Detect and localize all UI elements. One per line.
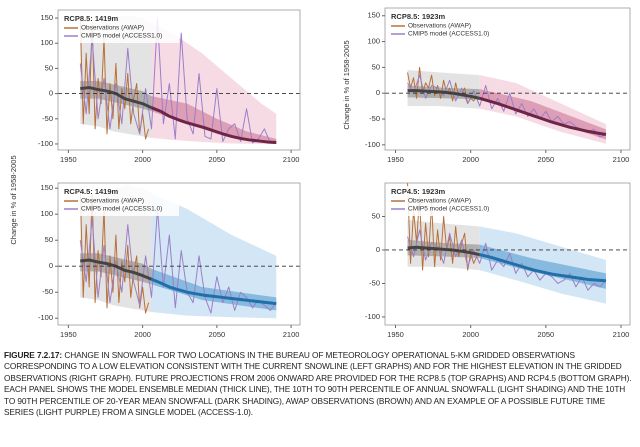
x-tick-label: 1950: [387, 330, 404, 339]
series-line: [407, 229, 607, 291]
y-tick-label: -50: [42, 287, 53, 296]
median-line: [407, 89, 481, 100]
y-axis-label: Change in % of 1958-2005: [9, 155, 18, 244]
plot-frame: [57, 9, 301, 151]
figure: -100 -50 0 50 100 150 1950 2000 2050 2100 RCP8.5: …: [9, 7, 631, 339]
x-tick-label: 2050: [537, 330, 554, 339]
x-tick-label: 2050: [209, 330, 226, 339]
x-tick-label: 2000: [134, 330, 151, 339]
plot-area: [79, 185, 277, 319]
y-tick-label: 50: [372, 211, 380, 220]
y-tick-label: -50: [369, 114, 380, 123]
legend-label: CMIP5 model (ACCESS1.0): [81, 206, 162, 213]
y-tick-label: -100: [38, 139, 53, 148]
x-tick-label: 2100: [283, 330, 300, 339]
y-tick-label: 50: [45, 63, 53, 72]
x-tick-label: 1950: [60, 330, 77, 339]
caption: FIGURE 7.2.17: CHANGE IN SNOWFALL FOR TW…: [4, 350, 636, 418]
plot-area: [407, 66, 607, 144]
median-line: [479, 96, 607, 136]
plot-frame: [384, 182, 631, 326]
plot-frame: [384, 7, 631, 151]
panel-title: RCP8.5: 1419m: [64, 14, 119, 23]
percentile-band: [80, 15, 152, 138]
series-line: [407, 66, 478, 105]
legend-label: Observations (AWAP): [408, 198, 471, 205]
x-tick-label: 2050: [537, 155, 554, 164]
series-line: [79, 208, 277, 314]
legend-box: [388, 186, 506, 216]
caption-label: FIGURE 7.2.17:: [4, 350, 63, 360]
percentile-band: [151, 96, 277, 144]
y-tick-label: -100: [38, 313, 53, 322]
x-tick-label: 2000: [134, 155, 151, 164]
y-tick-label: 50: [372, 62, 380, 71]
y-tick-label: 100: [40, 38, 53, 47]
legend-label: CMIP5 model (ACCESS1.0): [408, 31, 489, 38]
y-tick-label: 150: [40, 13, 53, 22]
y-tick-label: -50: [42, 114, 53, 123]
y-tick-label: 0: [376, 245, 380, 254]
caption-text: CHANGE IN SNOWFALL FOR TWO LOCATIONS IN …: [4, 350, 632, 418]
legend-box: [388, 11, 506, 41]
y-tick-label: -100: [365, 140, 380, 149]
median-line: [407, 245, 481, 257]
panel-title: RCP8.5: 1923m: [391, 12, 446, 21]
legend-box: [61, 186, 179, 216]
y-tick-label: 50: [45, 235, 53, 244]
x-tick-label: 2000: [462, 330, 479, 339]
panel-title: RCP4.5: 1923m: [391, 187, 446, 196]
y-tick-label: 0: [376, 88, 380, 97]
y-tick-label: 100: [367, 37, 380, 46]
x-tick-label: 1950: [60, 155, 77, 164]
legend-label: Observations (AWAP): [81, 25, 144, 32]
y-tick-label: 100: [40, 209, 53, 218]
plot-frame: [57, 182, 301, 326]
plot-area: [407, 183, 607, 304]
median-line: [150, 277, 277, 306]
legend-label: CMIP5 model (ACCESS1.0): [81, 33, 162, 40]
y-tick-label: 150: [40, 183, 53, 192]
x-tick-label: 2000: [462, 155, 479, 164]
y-tick-label: 0: [49, 261, 53, 270]
x-tick-label: 2100: [613, 155, 630, 164]
series-line: [79, 17, 277, 144]
x-tick-label: 2100: [613, 330, 630, 339]
legend-box: [61, 13, 179, 43]
y-tick-label: 150: [367, 11, 380, 20]
median-line: [479, 253, 607, 283]
y-axis-label: Change in % of 1958-2005: [342, 40, 351, 129]
x-tick-label: 2050: [209, 155, 226, 164]
y-tick-label: -50: [369, 278, 380, 287]
x-tick-label: 1950: [387, 155, 404, 164]
legend-label: Observations (AWAP): [81, 198, 144, 205]
median-line: [150, 106, 277, 144]
legend-label: Observations (AWAP): [408, 23, 471, 30]
y-tick-label: -100: [365, 312, 380, 321]
panel-title: RCP4.5: 1419m: [64, 187, 119, 196]
x-tick-label: 2100: [283, 155, 300, 164]
legend-label: CMIP5 model (ACCESS1.0): [408, 206, 489, 213]
y-tick-label: 0: [49, 89, 53, 98]
